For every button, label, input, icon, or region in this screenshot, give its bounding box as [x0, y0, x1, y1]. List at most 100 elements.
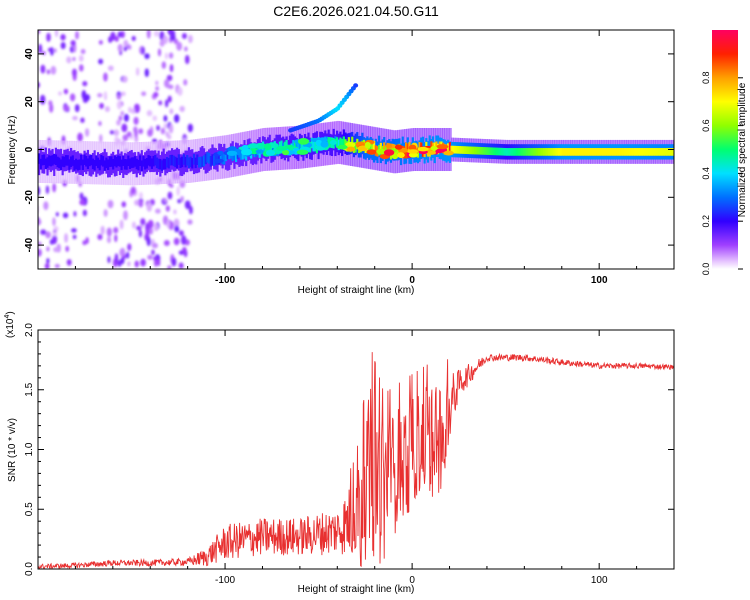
colorbar-tick-label: 0.4: [701, 167, 711, 180]
ridge-core: [607, 148, 610, 156]
ridge-blob: [425, 150, 437, 155]
spectrogram-ticks: -100 0 100 40 20 0 -20 -40: [24, 30, 675, 286]
ridge-core: [591, 148, 595, 156]
noise-speck: [104, 106, 110, 113]
ridge-band: [228, 148, 231, 170]
ridge-core: [558, 148, 561, 156]
y-tick-label: 0.5: [24, 502, 35, 516]
ridge-core: [507, 148, 510, 156]
noise-speck: [176, 186, 180, 197]
ridge-core: [167, 157, 170, 169]
ridge-core: [541, 148, 544, 156]
noise-speck: [178, 262, 184, 269]
ridge-core: [75, 158, 78, 170]
noise-speck: [71, 228, 77, 233]
noise-speck: [134, 103, 140, 114]
ridge-core: [556, 148, 559, 156]
noise-speck: [152, 115, 158, 121]
ridge-core: [563, 148, 566, 156]
noise-speck: [139, 191, 143, 200]
noise-speck: [110, 31, 116, 41]
noise-speck: [147, 129, 153, 137]
noise-speck: [99, 134, 103, 143]
noise-speck: [165, 205, 170, 212]
noise-speck: [71, 68, 77, 77]
ridge-core: [455, 145, 458, 154]
noise-speck: [81, 89, 87, 100]
ridge-core: [633, 148, 637, 156]
ridge-core: [511, 148, 514, 156]
ridge-core: [617, 148, 620, 156]
ridge-core: [69, 156, 73, 168]
noise-speck: [80, 48, 86, 55]
noise-speck: [103, 92, 107, 97]
noise-speck: [155, 80, 159, 86]
ridge-blob: [408, 144, 417, 151]
noise-speck: [159, 39, 165, 47]
noise-speck: [99, 102, 104, 109]
ridge-core: [452, 145, 455, 154]
ridge-core: [585, 148, 588, 156]
ridge-core: [105, 157, 108, 169]
noise-speck: [168, 84, 174, 90]
ridge-core: [578, 148, 581, 156]
figure-title: C2E6.2026.021.04.50.G11: [273, 3, 439, 19]
ridge-core: [137, 159, 140, 171]
ridge-core: [608, 148, 611, 156]
ridge-core: [81, 159, 84, 171]
ridge-core: [405, 142, 408, 153]
ridge-core: [88, 155, 91, 167]
ridge-band: [226, 149, 229, 171]
noise-speck: [121, 123, 128, 133]
ridge-core: [462, 146, 465, 154]
ridge-core: [495, 147, 499, 156]
ridge-core: [95, 155, 98, 166]
noise-speck: [38, 248, 42, 257]
noise-speck: [181, 33, 187, 39]
ridge-core: [337, 139, 340, 151]
noise-speck: [33, 222, 37, 230]
noise-speck: [33, 215, 37, 223]
ridge-core: [191, 157, 194, 169]
ridge-core: [101, 156, 105, 167]
ridge-core: [383, 142, 386, 153]
noise-speck: [66, 56, 72, 64]
noise-speck: [126, 131, 132, 138]
ridge-core: [310, 137, 313, 149]
ridge-blob: [263, 143, 272, 150]
ridge-core: [568, 148, 571, 156]
colorbar-tick-label: 0.0: [701, 263, 711, 276]
ridge-core: [179, 157, 182, 169]
ridge-core: [580, 148, 583, 156]
noise-speck: [77, 132, 83, 142]
noise-speck: [140, 218, 146, 226]
ridge-core: [288, 144, 292, 156]
noise-speck: [163, 115, 168, 122]
noise-speck: [174, 225, 180, 233]
spectrogram-panel: -100 0 100 40 20 0 -20 -40 Height of straight l…: [7, 29, 675, 296]
y-tick-label: 40: [24, 48, 35, 60]
noise-speck: [47, 47, 53, 52]
y-tick-label: 20: [24, 96, 35, 108]
ridge-core: [354, 142, 357, 153]
noise-speck: [70, 40, 76, 46]
ridge-core: [672, 148, 674, 156]
ridge-core: [139, 155, 142, 166]
noise-speck: [63, 88, 69, 95]
noise-speck: [179, 105, 185, 112]
noise-speck: [167, 191, 173, 200]
snr-ylabel: SNR (10 * v/v): [7, 418, 18, 482]
noise-speck: [180, 195, 184, 203]
ridge-blob: [226, 150, 238, 156]
ridge-core: [51, 155, 54, 166]
ridge-core: [192, 154, 196, 165]
ridge-core: [43, 154, 46, 165]
ridge-core: [573, 148, 576, 156]
noise-speck: [180, 235, 187, 246]
ridge-core: [103, 160, 106, 171]
ridge-core: [150, 158, 153, 169]
ridge-core: [98, 159, 101, 171]
noise-speck: [103, 72, 108, 82]
noise-speck: [49, 103, 54, 113]
noise-speck: [114, 234, 118, 243]
